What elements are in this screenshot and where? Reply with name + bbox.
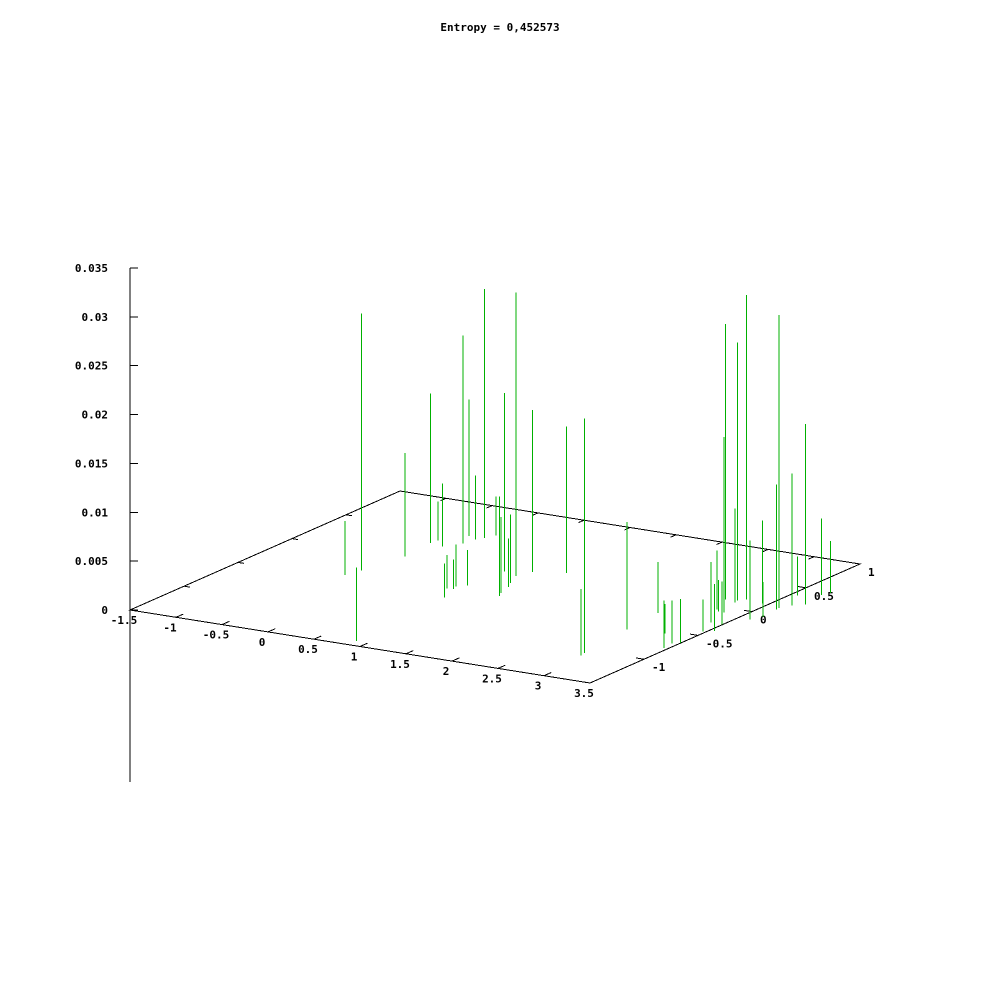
y-tick	[744, 609, 753, 613]
z-tick-label: 0.035	[75, 262, 108, 275]
z-axis: 0 0.005 0.01 0.015 0.02 0.025 0.03 0.035	[75, 262, 138, 782]
x-back-tick	[578, 519, 585, 524]
x-tick-label: 2	[443, 665, 450, 678]
z-tick-label: 0.01	[82, 506, 109, 519]
x-tick	[405, 650, 414, 655]
y-tick-label: 0	[760, 614, 767, 627]
x-tick-label: -1.5	[111, 614, 138, 627]
y-tick-label: 1	[868, 566, 875, 579]
x-back-tick	[716, 541, 723, 545]
x-back-tick	[762, 548, 769, 553]
x-tick-label: -0.5	[203, 629, 230, 642]
y-tick	[636, 657, 645, 660]
z-tick-label: 0.025	[75, 360, 108, 373]
y-back-tick	[291, 538, 299, 541]
x-tick-label: 2.5	[482, 672, 502, 685]
x-tick-label: 0	[259, 636, 266, 649]
x-tick	[175, 613, 184, 618]
x-tick	[129, 606, 138, 611]
z-tick-label: 0.015	[75, 457, 108, 470]
y-back-tick	[237, 561, 245, 564]
y-tick	[852, 562, 861, 565]
base-plane-outline	[128, 490, 862, 684]
z-tick-label: 0.005	[75, 555, 108, 568]
y-tick-label: 0.5	[814, 590, 834, 603]
y-axis-ticks: -1 -0.5 0 0.5 1	[183, 514, 875, 684]
x-tick-label: 3.5	[574, 687, 594, 700]
x-tick-label: -1	[163, 621, 177, 634]
z-tick-label: 0.03	[82, 311, 109, 324]
chart-title: Entropy = 0,452573	[440, 21, 559, 34]
x-tick	[221, 620, 230, 626]
y-tick	[798, 586, 807, 589]
x-back-tick	[532, 512, 539, 516]
x-tick	[313, 635, 322, 640]
y-back-tick	[345, 514, 353, 517]
x-tick	[451, 657, 460, 662]
x-back-tick	[486, 505, 493, 509]
x-tick-label: 1	[351, 651, 358, 664]
x-tick	[497, 664, 506, 669]
y-tick	[582, 681, 591, 684]
y-back-tick	[183, 585, 191, 588]
x-tick	[267, 628, 276, 633]
x-tick	[543, 672, 552, 677]
x-tick-label: 3	[535, 680, 542, 693]
x-tick	[589, 679, 598, 684]
y-tick	[690, 633, 699, 636]
impulse-series	[344, 288, 831, 656]
z-tick-label: 0	[101, 604, 108, 617]
x-tick	[359, 642, 368, 647]
y-tick-label: -1	[652, 661, 666, 674]
x-back-tick	[670, 534, 677, 538]
x-axis-ticks: -1.5 -1 -0.5 0 0.5 1 1.5 2 2.5 3 3.5	[111, 497, 815, 700]
x-tick-label: 1.5	[390, 658, 410, 671]
base-plane	[128, 490, 862, 684]
z-tick-label: 0.02	[82, 409, 109, 422]
x-back-tick	[808, 556, 815, 560]
y-tick-label: -0.5	[706, 637, 733, 650]
x-back-tick	[440, 497, 447, 502]
x-tick-label: 0.5	[298, 643, 318, 656]
